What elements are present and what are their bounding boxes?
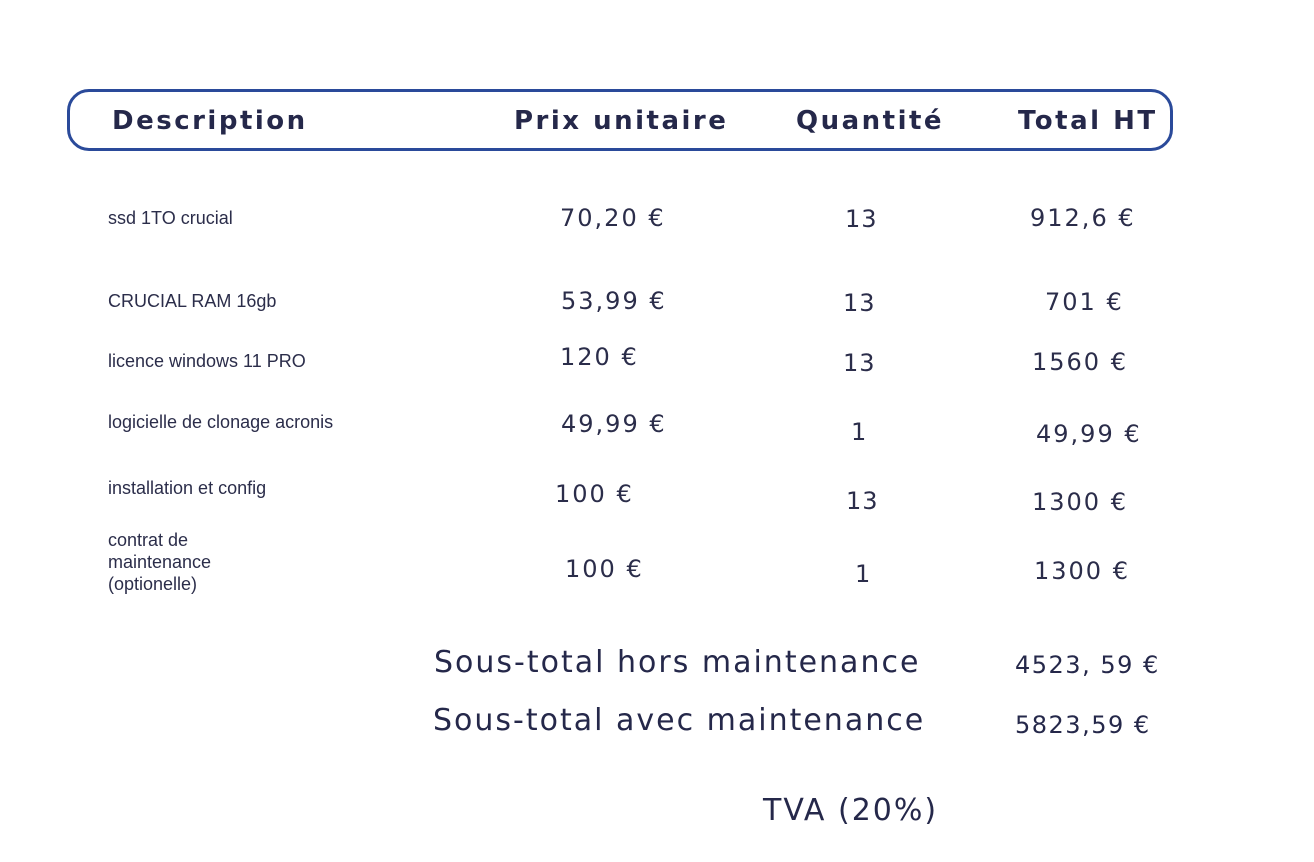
column-header-unit-price: Prix unitaire [514, 106, 729, 136]
row-total: 912,6 € [1030, 204, 1136, 232]
row-total: 1560 € [1032, 348, 1128, 376]
row-description-line: contrat de [108, 530, 189, 550]
row-description: logicielle de clonage acronis [108, 412, 334, 432]
subtotal-without-maintenance-value: 4523, 59 € [1015, 651, 1160, 679]
column-header-description: Description [112, 106, 308, 136]
row-unit-price: 70,20 € [560, 204, 666, 232]
row-quantity: 13 [846, 487, 879, 515]
row-unit-price: 100 € [565, 555, 644, 583]
row-description: CRUCIAL RAM 16gb [108, 291, 277, 311]
row-description-line: maintenance [108, 552, 212, 572]
row-description: licence windows 11 PRO [108, 351, 306, 371]
row-total: 1300 € [1034, 557, 1130, 585]
row-total: 1300 € [1032, 488, 1128, 516]
row-unit-price: 53,99 € [561, 287, 667, 315]
row-description: installation et config [108, 478, 267, 498]
row-total: 701 € [1045, 288, 1124, 316]
row-unit-price: 100 € [555, 480, 634, 508]
row-quantity: 1 [855, 560, 872, 588]
row-description-line: (optionelle) [108, 574, 198, 594]
row-quantity: 13 [845, 205, 878, 233]
row-quantity: 13 [843, 289, 876, 317]
row-quantity: 1 [851, 418, 868, 446]
row-unit-price: 120 € [560, 343, 639, 371]
subtotal-without-maintenance-label: Sous-total hors maintenance [434, 645, 921, 680]
row-unit-price: 49,99 € [561, 410, 667, 438]
column-header-total-ht: Total HT [1018, 106, 1158, 136]
row-description: ssd 1TO crucial [108, 208, 233, 228]
tax-label: TVA (20%) [763, 793, 939, 828]
subtotal-with-maintenance-label: Sous-total avec maintenance [433, 703, 926, 738]
row-description: contrat de maintenance (optionelle) [108, 529, 211, 595]
subtotal-with-maintenance-value: 5823,59 € [1015, 711, 1151, 739]
row-total: 49,99 € [1036, 420, 1142, 448]
row-quantity: 13 [843, 349, 876, 377]
table-header-frame [67, 89, 1173, 151]
column-header-quantity: Quantité [796, 106, 945, 136]
